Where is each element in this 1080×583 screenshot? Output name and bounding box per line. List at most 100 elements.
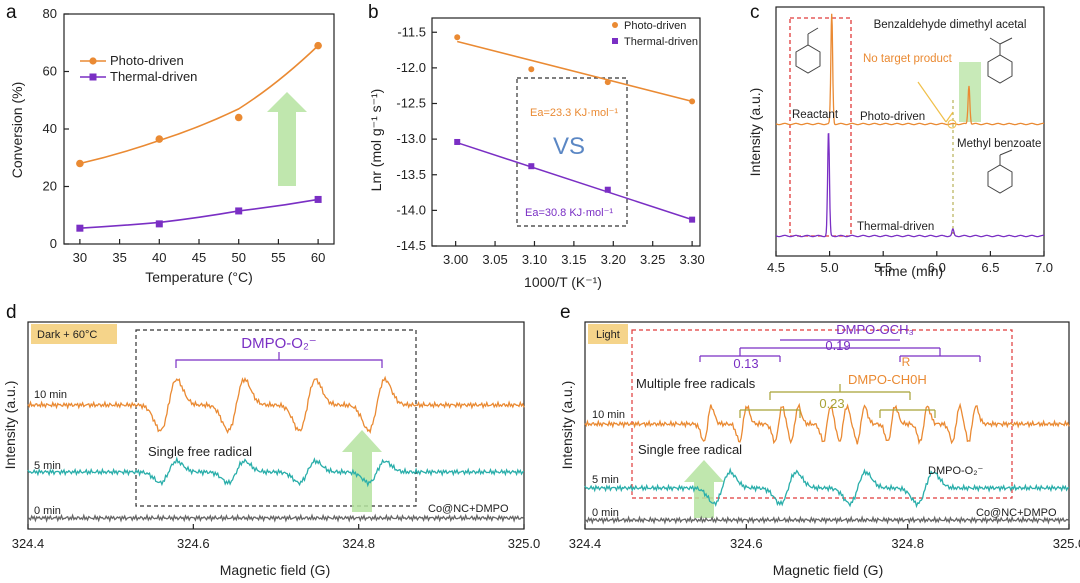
value-019: 0.19	[825, 338, 850, 353]
data-point-photo	[76, 159, 84, 168]
legend-marker-thermal	[89, 73, 97, 81]
x-tick-label: 325.0	[1053, 536, 1080, 551]
data-point-photo	[155, 135, 164, 143]
panel-b-ticks: 3.00 3.05 3.10 3.15 3.20 3.25 3.30 -11.5 -12.0 -1…	[396, 24, 704, 267]
panel-label-e: e	[560, 302, 571, 323]
yellow-pointer	[917, 81, 947, 123]
curve-label-10min-e: 10 min	[592, 409, 625, 421]
x-tick-label: 6.0	[928, 260, 946, 275]
panel-e-plot	[584, 402, 1070, 525]
x-tick-label: 3.15	[561, 252, 586, 267]
panel-b-dashed-box	[516, 77, 628, 227]
panel-d-ylabel: Intensity (a.u.)	[2, 381, 18, 470]
x-tick-label: 3.10	[522, 252, 547, 267]
panel-label-a: a	[6, 2, 17, 23]
x-tick-label: 40	[152, 250, 166, 265]
x-tick-label: 55	[271, 250, 285, 265]
thermal-ea-label: Ea=30.8 KJ·mol⁻¹	[525, 207, 613, 219]
multiple-radicals-label: Multiple free radicals	[636, 376, 756, 391]
x-tick-label: 3.30	[679, 252, 704, 267]
photo-ea-label: Ea=23.3 KJ·mol⁻¹	[530, 107, 618, 119]
y-tick-label: -12.5	[396, 96, 426, 111]
x-tick-label: 324.6	[730, 536, 763, 551]
dmpo-bracket	[175, 352, 383, 368]
vs-label: VS	[553, 133, 585, 160]
acetal-structure-icon	[987, 37, 1013, 84]
legend-marker-photo-b	[612, 22, 618, 28]
data-point-photo	[314, 41, 322, 50]
x-tick-label: 324.8	[891, 536, 924, 551]
panel-b-ylabel: Lnr (mol g⁻¹ s⁻¹)	[368, 89, 384, 192]
panel-d: d 324.4 324.6 324.8 325.0 Magnetic field (G…	[2, 302, 540, 578]
x-tick-label: 5.0	[821, 260, 839, 275]
y-tick-label: 80	[43, 6, 57, 21]
panel-d-plot	[27, 375, 525, 523]
curve-label-0min-e: 0 min	[592, 507, 619, 519]
y-tick-label: 60	[43, 64, 57, 79]
esr-curve-2	[584, 515, 1070, 525]
methyl-benzoate-structure-icon	[987, 149, 1013, 194]
curve-label-5min-e: 5 min	[592, 474, 619, 486]
data-point-thermal	[314, 195, 322, 203]
panel-e-ylabel: Intensity (a.u.)	[559, 381, 575, 470]
panel-d-xlabel: Magnetic field (G)	[220, 562, 330, 578]
y-tick-label: -11.5	[397, 24, 426, 39]
methyl-benzoate-label: Methyl benzoate	[957, 138, 1041, 150]
panel-d-ticks: 324.4 324.6 324.8 325.0	[12, 524, 541, 551]
single-radical-label-e: Single free radical	[638, 442, 742, 457]
chromatogram-1	[775, 132, 1045, 238]
panel-b-frame	[431, 17, 701, 247]
dmpo-ch0h-label: DMPO-CH0H	[848, 372, 927, 387]
up-arrow-icon-d	[342, 430, 382, 512]
bda-label: Benzaldehyde dimethyl acetal	[874, 19, 1027, 31]
x-tick-label: 324.6	[177, 536, 210, 551]
dmpo-och3-tree	[699, 339, 981, 362]
x-tick-label: 324.4	[569, 536, 602, 551]
y-tick-label: -12.0	[396, 60, 426, 75]
photo-driven-label: Photo-driven	[860, 111, 925, 123]
esr-curve-1	[584, 467, 1070, 509]
x-tick-label: 60	[311, 250, 325, 265]
y-tick-label: 20	[43, 179, 57, 194]
x-tick-label: 45	[192, 250, 206, 265]
value-013: 0.13	[733, 356, 758, 371]
y-tick-label: 0	[50, 236, 57, 251]
panel-c-ticks: 4.5 5.0 5.5 6.0 6.5 7.0	[767, 251, 1053, 275]
data-point-thermal	[155, 220, 163, 228]
dmpo-o2-label: DMPO-O₂⁻	[241, 335, 316, 352]
data-point-thermal	[689, 216, 696, 223]
data-point-thermal	[604, 186, 611, 193]
dark-tag	[31, 324, 117, 344]
panel-a-xlabel: Temperature (°C)	[145, 269, 253, 285]
x-tick-label: 4.5	[767, 260, 785, 275]
x-tick-label: 324.8	[342, 536, 375, 551]
panel-c-xlabel: Time (min)	[877, 263, 943, 279]
panel-a-ticks: 30 35 40 45 50 55 60 0 20 40 60 80	[43, 6, 326, 265]
x-tick-label: 3.25	[640, 252, 665, 267]
curve-label-10min-d: 10 min	[34, 389, 67, 401]
data-point-thermal	[76, 224, 84, 232]
panel-b: b 3.00 3.05 3.10 3.15 3.20 3.25 3.30 -11.5 -12.0…	[368, 2, 705, 290]
panel-d-frame	[27, 321, 525, 530]
panel-e-xlabel: Magnetic field (G)	[773, 562, 883, 578]
legend-marker-photo	[89, 57, 97, 65]
x-tick-label: 5.5	[874, 260, 892, 275]
y-tick-label: -14.0	[396, 202, 426, 217]
panel-a-ylabel: Conversion (%)	[9, 82, 25, 178]
legend-marker-thermal-b	[612, 38, 618, 44]
fit-line-0	[457, 40, 693, 103]
panel-a: a 30 35 40 45 50 55 60 0 20 40 60 80 Temperature (°…	[6, 2, 335, 285]
panel-label-d: d	[6, 302, 17, 323]
x-tick-label: 35	[112, 250, 126, 265]
x-tick-label: 325.0	[508, 536, 541, 551]
codmpo-label-d: Co@NC+DMPO	[428, 503, 509, 515]
up-arrow-icon	[267, 92, 307, 186]
series-line-0	[79, 45, 319, 165]
curve-label-5min-d: 5 min	[34, 460, 61, 472]
dmpo-o2-label-e: DMPO-O₂⁻	[928, 465, 983, 477]
y-tick-label: -13.0	[396, 131, 426, 146]
panel-c-frame	[775, 6, 1045, 257]
x-tick-label: 6.5	[981, 260, 999, 275]
y-tick-label: -13.5	[396, 167, 426, 182]
esr-curve-2	[27, 513, 525, 523]
